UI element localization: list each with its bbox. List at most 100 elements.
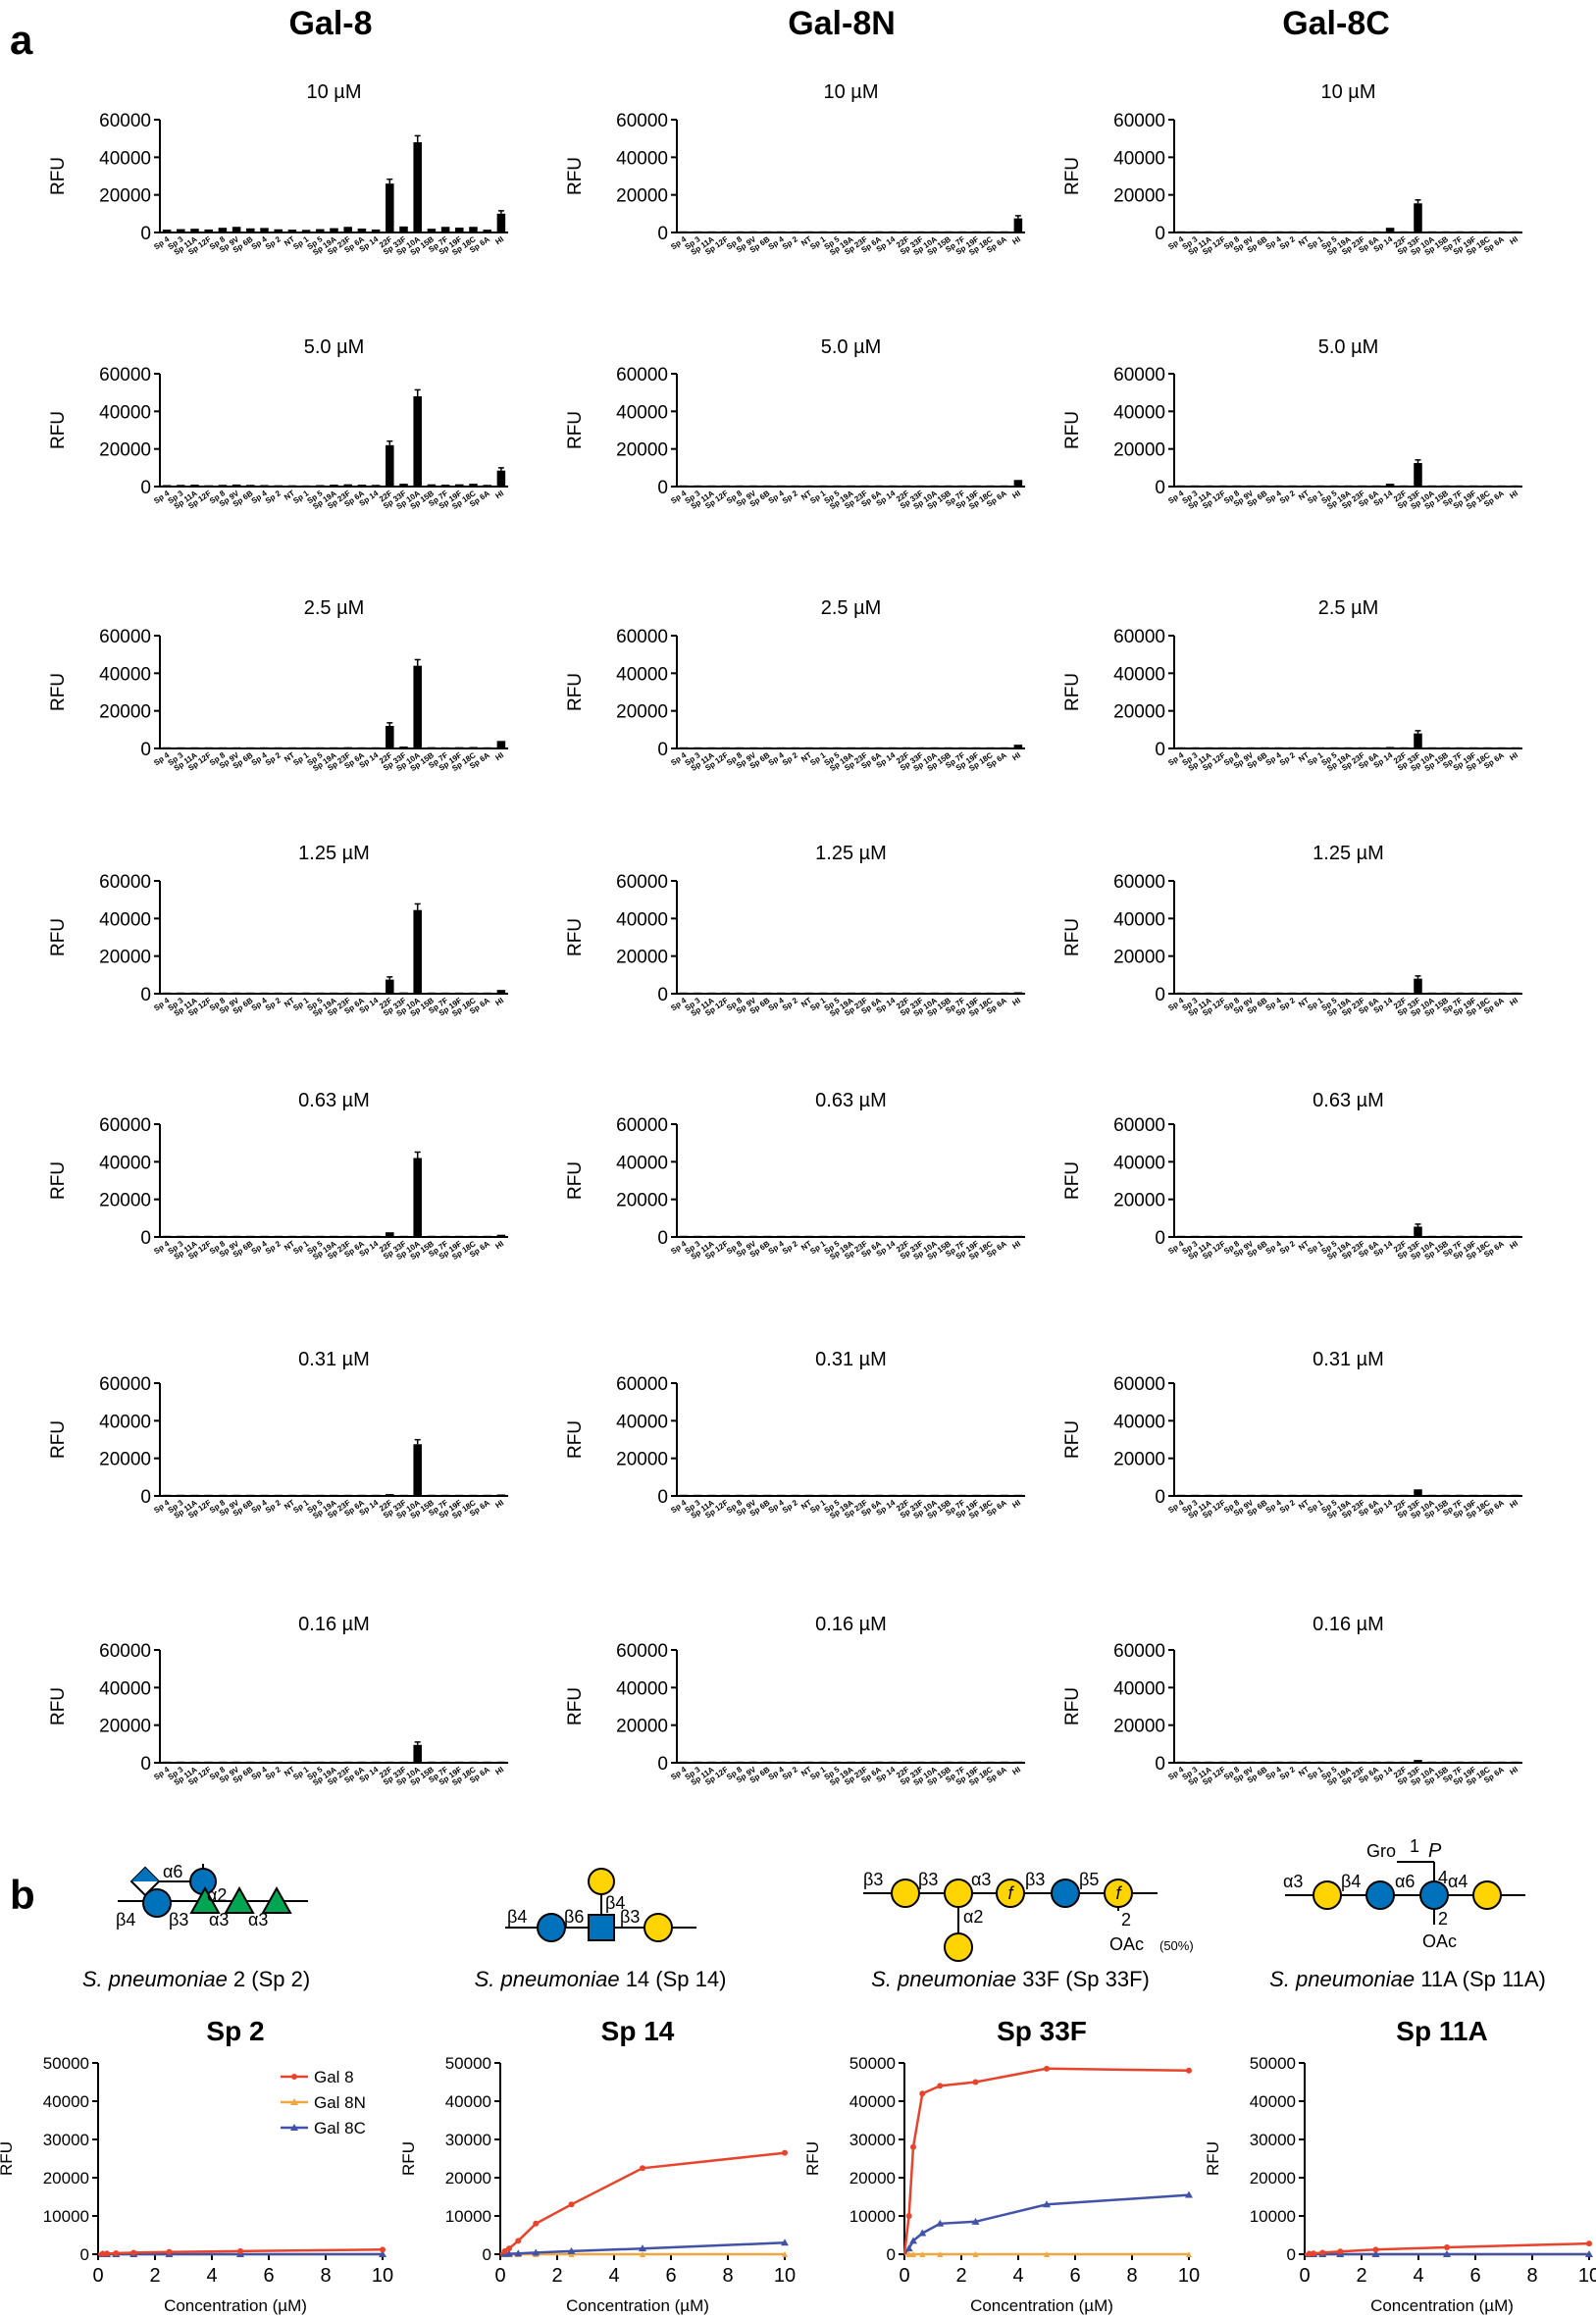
data-point [937, 2251, 944, 2257]
category-label: Sp 2 [1278, 750, 1297, 767]
category-label: HI [1010, 1239, 1022, 1251]
binding-chart-sp-2: Sp 2 0 10000 20000 30000 40000 50000 0 2 4 6 8 10 Con… [0, 2016, 393, 2315]
bar [496, 990, 506, 994]
category-label: HI [1010, 750, 1022, 762]
caption-species: S. pneumoniae [871, 1967, 1016, 1991]
bar [1205, 1494, 1213, 1496]
bar [986, 1235, 995, 1237]
bar [1497, 1494, 1506, 1496]
bar [371, 229, 381, 232]
category-label: HI [1010, 489, 1022, 500]
bar [204, 1235, 213, 1237]
bar [707, 1235, 716, 1237]
bar [916, 1761, 925, 1763]
bar [833, 747, 842, 748]
bar [274, 1761, 283, 1763]
bar [944, 1494, 953, 1496]
bar [818, 485, 828, 487]
bar [1013, 1235, 1023, 1237]
bar [1013, 218, 1023, 232]
category-label: Sp 2 [264, 750, 283, 767]
y-axis-label: RFU [1204, 2141, 1222, 2176]
bar [287, 230, 297, 232]
bar-chart-title: 0.63 µM [815, 1090, 887, 1111]
bar [190, 229, 199, 232]
bar [804, 1761, 814, 1763]
bar [274, 485, 283, 487]
link-label: β5 [1079, 1870, 1099, 1889]
bar [888, 747, 898, 748]
bar [1358, 1761, 1366, 1763]
link-label: Gro [1366, 1841, 1396, 1861]
bar [1344, 1761, 1353, 1763]
y-tick-label: 40000 [849, 2092, 896, 2111]
bar [1000, 992, 1008, 994]
bar [496, 741, 506, 748]
bar [804, 747, 814, 748]
bar [371, 992, 381, 994]
data-point [1319, 2249, 1326, 2256]
y-tick-label: 60000 [616, 1115, 668, 1136]
bar [204, 1494, 213, 1496]
link-label: β4 [605, 1893, 625, 1913]
data-point [1586, 2240, 1592, 2247]
bar [902, 1235, 911, 1237]
x-tick-label: 0 [899, 2265, 909, 2287]
glycan-rha-triangle [261, 1885, 292, 1914]
bar [1330, 1761, 1339, 1763]
bar [930, 1761, 939, 1763]
glycan-rha-triangle [189, 1885, 221, 1914]
data-point [1372, 2246, 1379, 2253]
glycan-rha-triangle [224, 1885, 255, 1914]
y-tick-label: 20000 [1113, 1450, 1165, 1470]
bar [1511, 747, 1520, 748]
bar [330, 1494, 338, 1496]
bar [707, 992, 716, 994]
category-label: Sp 2 [264, 1765, 283, 1781]
bar [218, 1235, 228, 1237]
data-point [567, 2246, 576, 2254]
bar [496, 1494, 506, 1496]
y-tick-label: 0 [1155, 985, 1165, 1005]
y-axis-label: RFU [1062, 918, 1083, 956]
bar [316, 1235, 325, 1237]
bar [413, 396, 422, 487]
bar [874, 1235, 884, 1237]
bar [1497, 1235, 1506, 1237]
bar [679, 1235, 689, 1237]
bar [1344, 1235, 1353, 1237]
bar [1218, 1761, 1227, 1763]
bar [1358, 1235, 1366, 1237]
glycan-gal-circle [944, 1879, 973, 1908]
data-point [781, 2239, 789, 2246]
y-tick-label: 60000 [1113, 1641, 1165, 1662]
binding-chart-sp-14: Sp 14 0 10000 20000 30000 40000 50000 0 2 4 6 8 10 Co… [399, 2016, 796, 2315]
y-tick-label: 40000 [43, 2092, 89, 2111]
bar [357, 747, 367, 748]
binding-chart-sp-33f: Sp 33F 0 10000 20000 30000 40000 50000 0 2 4 6 8 10 C… [803, 2016, 1200, 2315]
bar [1400, 485, 1409, 487]
bar [791, 747, 799, 748]
bar [399, 484, 408, 487]
y-tick-label: 20000 [849, 2169, 896, 2188]
bar [1358, 992, 1366, 994]
bar [847, 992, 855, 994]
bar [413, 909, 422, 994]
bar [1427, 1235, 1436, 1237]
y-tick-label: 40000 [616, 664, 668, 685]
link-label: β3 [918, 1870, 938, 1889]
bar [902, 747, 911, 748]
data-point [972, 2079, 979, 2085]
glycan-gal-circle [944, 1932, 973, 1962]
bar [399, 1235, 408, 1237]
y-tick-label: 40000 [1250, 2092, 1296, 2111]
y-tick-label: 60000 [1113, 872, 1165, 893]
legend-marker [290, 2098, 298, 2105]
bar [1000, 485, 1008, 487]
bar [413, 1444, 422, 1496]
bar [735, 992, 745, 994]
bar [1261, 1235, 1269, 1237]
